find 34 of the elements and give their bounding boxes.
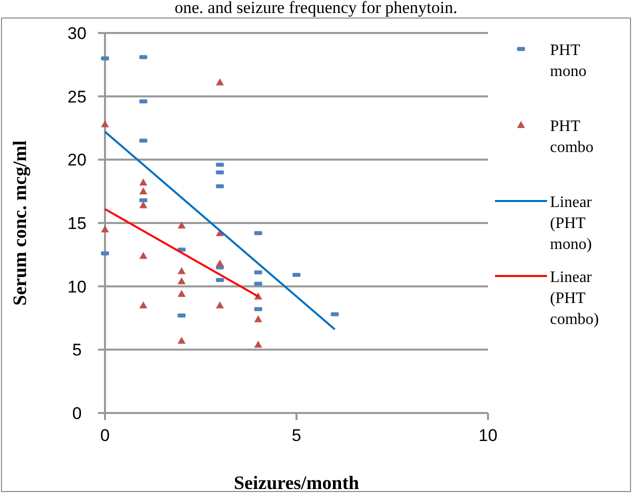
point	[178, 222, 186, 229]
point	[254, 315, 262, 322]
x-axis-title: Seizures/month	[234, 473, 360, 493]
point	[139, 201, 148, 208]
y-tick-label: 0	[72, 404, 82, 423]
legend-label: PHT combo	[550, 118, 594, 156]
x-tick-label: 10	[478, 426, 498, 445]
point	[101, 225, 109, 232]
point	[139, 187, 148, 194]
x-tick-label: 0	[100, 426, 110, 445]
legend-label: PHT mono	[550, 42, 586, 80]
y-tick-label: 5	[72, 340, 82, 360]
y-tick-label: 30	[68, 24, 86, 43]
y-axis-title: Serum conc. mcg/ml	[10, 140, 31, 306]
legend-label: Linear (PHT mono)	[550, 194, 592, 253]
y-tick-label: 25	[68, 87, 86, 106]
y-tick-label: 20	[68, 150, 86, 170]
y-tick-label: 10	[68, 277, 86, 296]
chart-title: one. and seizure frequency for phenytoin.	[174, 0, 458, 17]
point	[254, 340, 262, 348]
point	[139, 178, 148, 186]
point	[178, 267, 186, 274]
point	[178, 290, 186, 297]
legend-label: Linear (PHT combo)	[550, 269, 599, 328]
y-tick-label: 15	[68, 214, 86, 233]
x-tick-label: 5	[292, 426, 302, 445]
point	[101, 120, 109, 128]
point	[139, 252, 148, 259]
point	[216, 301, 224, 308]
point	[139, 301, 148, 308]
point	[178, 277, 186, 284]
point	[216, 78, 224, 86]
point	[178, 336, 186, 344]
point	[216, 260, 224, 267]
